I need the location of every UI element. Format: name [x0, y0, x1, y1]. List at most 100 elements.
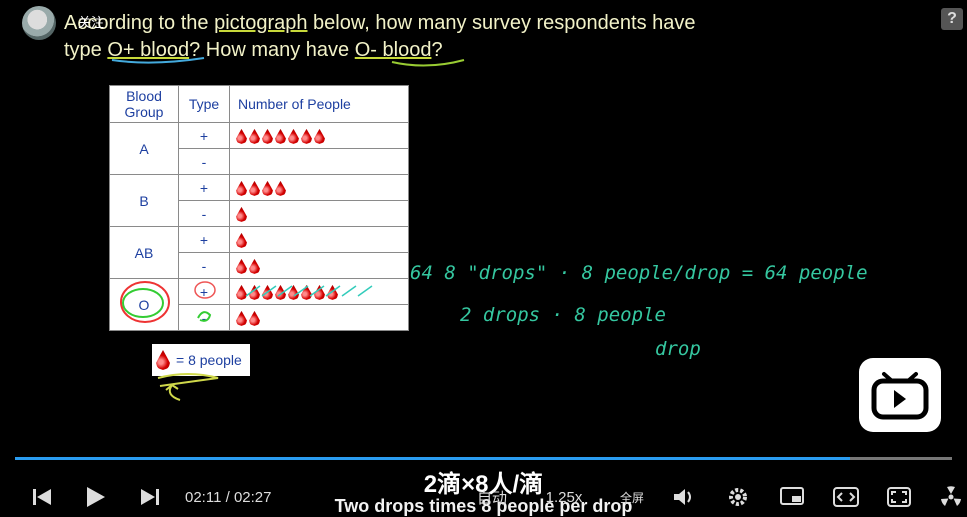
table-row: - — [110, 148, 409, 175]
progress-fill — [15, 457, 850, 460]
progress-bar[interactable] — [15, 457, 952, 460]
header-number-of-people: Number of People — [229, 85, 409, 123]
question-text: According to the pictograph below, how m… — [64, 10, 824, 64]
blood-drop-icon — [275, 128, 286, 144]
radiation-icon — [941, 486, 961, 506]
time-separator: / — [225, 488, 230, 506]
blood-drop-icon — [301, 128, 312, 144]
blood-drop-icon — [262, 180, 273, 196]
time-display: 02:11 / 02:27 — [185, 486, 310, 508]
blood-drop-icon — [236, 128, 247, 144]
fullscreen-button[interactable] — [886, 486, 912, 508]
drops-cell — [229, 148, 409, 175]
type-cell: + — [178, 174, 230, 201]
fullscreen-icon — [887, 487, 911, 507]
follow-button[interactable]: 关注 — [78, 15, 105, 30]
table-row: AB + — [109, 226, 409, 279]
table-body: A + - B + - AB + - O + - — [109, 122, 409, 331]
blood-drop-icon — [236, 258, 247, 274]
bilibili-logo — [859, 358, 941, 432]
previous-icon — [33, 489, 51, 505]
next-icon — [141, 489, 159, 505]
blood-drop-icon — [288, 284, 299, 300]
blood-drop-icon — [249, 310, 260, 326]
blood-drop-icon — [327, 284, 338, 300]
help-button[interactable]: ? — [941, 8, 963, 30]
blood-drop-icon — [262, 128, 273, 144]
widescreen-icon — [833, 487, 859, 507]
blood-drop-icon — [249, 284, 260, 300]
blood-drop-icon — [275, 180, 286, 196]
table-row: - — [110, 200, 409, 227]
annotation-line-1: 64 8 "drops" · 8 people/drop = 64 people — [410, 262, 868, 284]
drops-cell — [229, 174, 409, 201]
subtitle-zh: 2滴×8人/滴 — [423, 471, 544, 498]
blood-group-cell: B — [109, 174, 179, 227]
question-line-2: type O+ blood? How many have O- blood? — [64, 39, 443, 61]
annotation-layer — [111, 57, 465, 401]
blood-group-cell: A — [109, 122, 179, 175]
total-time: 02:27 — [233, 488, 272, 506]
pip-icon — [780, 487, 804, 505]
volume-button[interactable] — [672, 486, 696, 508]
legend-underline — [157, 373, 219, 387]
pictograph-table: Blood Group Type Number of People A + - B + - A… — [109, 85, 409, 331]
blood-drop-icon — [249, 258, 260, 274]
blood-drop-icon — [314, 128, 325, 144]
drop-tally-marks — [245, 285, 373, 297]
header-blood-group: Blood Group — [109, 85, 179, 123]
blood-drop-icon — [236, 206, 247, 222]
highlight-pictograph: pictograph — [214, 12, 308, 34]
blood-drop-icon — [236, 284, 247, 300]
drops-cell — [229, 122, 409, 149]
table-row: - — [110, 304, 409, 331]
drops-cell — [229, 304, 409, 331]
current-time: 02:11 — [185, 488, 222, 506]
arrow-to-legend — [165, 384, 181, 401]
gear-icon — [729, 488, 747, 506]
type-cell: - — [178, 148, 230, 175]
blood-drop-icon — [301, 284, 312, 300]
blood-drop-icon — [249, 180, 260, 196]
table-header-row: Blood Group Type Number of People — [109, 85, 409, 123]
widescreen-button[interactable] — [833, 486, 859, 508]
table-row: - — [110, 252, 409, 279]
type-cell: - — [178, 252, 230, 279]
volume-icon — [674, 489, 691, 505]
play-button[interactable] — [82, 486, 108, 508]
highlight-o-minus: O- blood — [354, 39, 432, 61]
legend: = 8 people — [152, 344, 250, 376]
circle-o-green — [122, 288, 164, 318]
annotation-line-2: 2 drops · 8 people — [460, 304, 666, 326]
settings-button[interactable] — [726, 486, 750, 508]
uploader-avatar[interactable] — [22, 6, 56, 40]
blood-drop-icon — [314, 284, 325, 300]
next-button[interactable] — [140, 486, 160, 508]
quality-button[interactable]: 自动 — [476, 489, 507, 507]
circle-plus — [194, 281, 216, 299]
drops-cell — [229, 252, 409, 279]
table-row: O + — [109, 278, 409, 331]
blood-drop-icon — [236, 232, 247, 248]
underline-o-minus — [391, 59, 465, 67]
highlight-o-plus: O+ blood — [107, 39, 190, 61]
play-icon — [87, 487, 105, 507]
question-line-1: According to the pictograph below, how m… — [64, 12, 696, 34]
previous-button[interactable] — [32, 486, 52, 508]
circle-minus — [197, 311, 212, 322]
underline-o-plus — [111, 57, 205, 64]
danmaku-button[interactable] — [938, 486, 964, 508]
circle-o-red — [120, 281, 170, 323]
picture-in-picture-button[interactable] — [780, 486, 804, 508]
blood-drop-icon — [288, 128, 299, 144]
blood-drop-icon — [236, 180, 247, 196]
speed-button[interactable]: 1.25x — [545, 488, 583, 506]
fullscreen-text-button[interactable]: 全屏 — [619, 490, 644, 505]
blood-drop-icon — [249, 128, 260, 144]
blood-group-cell: AB — [109, 226, 179, 279]
play-logo-icon — [871, 372, 929, 420]
table-row: B + — [109, 174, 409, 227]
blood-drop-icon — [275, 284, 286, 300]
legend-text: = 8 people — [176, 352, 242, 368]
annotation-line-3: drop — [655, 338, 701, 360]
